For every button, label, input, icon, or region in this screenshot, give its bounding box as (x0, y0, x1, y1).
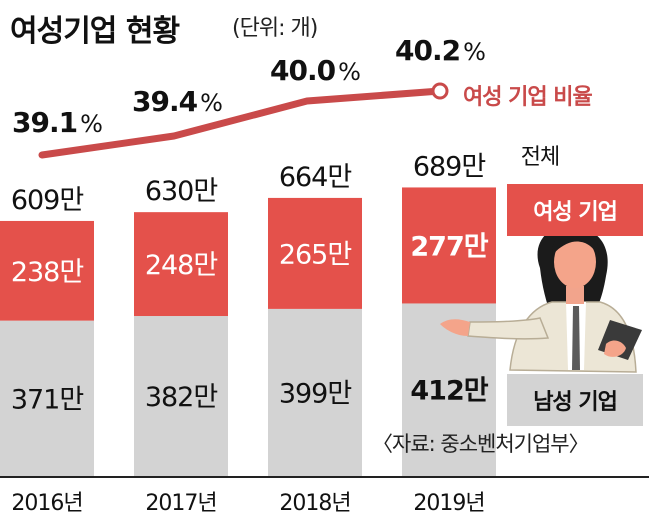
bar-female (0, 220, 94, 321)
x-tick-label: 2019년 (413, 491, 484, 516)
bar-female (134, 212, 228, 317)
legend-ratio: 여성 기업 비율 (463, 85, 593, 110)
bar-female-label: 248만 (145, 250, 218, 281)
legend-total: 전체 (520, 145, 560, 170)
ratio-label: 39.4% (132, 85, 222, 118)
bar-total-label: 609만 (11, 185, 84, 216)
ratio-line (38, 87, 444, 159)
bar-male (134, 316, 228, 476)
bar-male (268, 308, 362, 476)
bar-male (0, 320, 94, 476)
bar-male-label: 371만 (11, 384, 84, 415)
neck-shape (566, 286, 584, 304)
source-note: 〈자료: 중소벤처기업부〉 (372, 432, 590, 456)
chart-title: 여성기업 현황 (10, 14, 180, 49)
legend-male: 남성 기업 (507, 374, 643, 426)
businesswoman-illustration (440, 225, 642, 373)
x-tick-label: 2018년 (279, 491, 350, 516)
tie-shape (572, 306, 580, 370)
bar-female-label: 238만 (11, 257, 84, 288)
bar-male-label: 399만 (279, 378, 352, 409)
bar-total-label: 630만 (145, 176, 218, 207)
ratio-unit: % (463, 38, 485, 66)
bar-male-label: 382만 (145, 382, 218, 413)
bar-female (402, 187, 496, 304)
x-tick-label: 2017년 (145, 491, 216, 516)
bar-female (268, 197, 362, 309)
ratio-unit: % (200, 89, 222, 117)
hand-right-shape (604, 340, 626, 357)
ratio-label: 39.1% (12, 106, 102, 139)
bar-male-label: 412만 (410, 376, 488, 407)
unit-note: (단위: 개) (232, 16, 318, 41)
ratio-label: 40.2% (395, 34, 485, 67)
bar-female-label: 265만 (279, 239, 352, 270)
bar-female-label: 277만 (410, 231, 488, 262)
bar-total-label: 689만 (413, 151, 486, 182)
ratio-label: 40.0% (270, 54, 360, 87)
ratio-end-point (431, 82, 449, 100)
x-tick-label: 2016년 (11, 491, 82, 516)
ratio-unit: % (80, 110, 102, 138)
bar-total-label: 664만 (279, 162, 352, 193)
face-shape (554, 236, 596, 288)
ratio-unit: % (338, 58, 360, 86)
hand-shape (440, 319, 470, 336)
legend-female: 여성 기업 (507, 184, 643, 236)
